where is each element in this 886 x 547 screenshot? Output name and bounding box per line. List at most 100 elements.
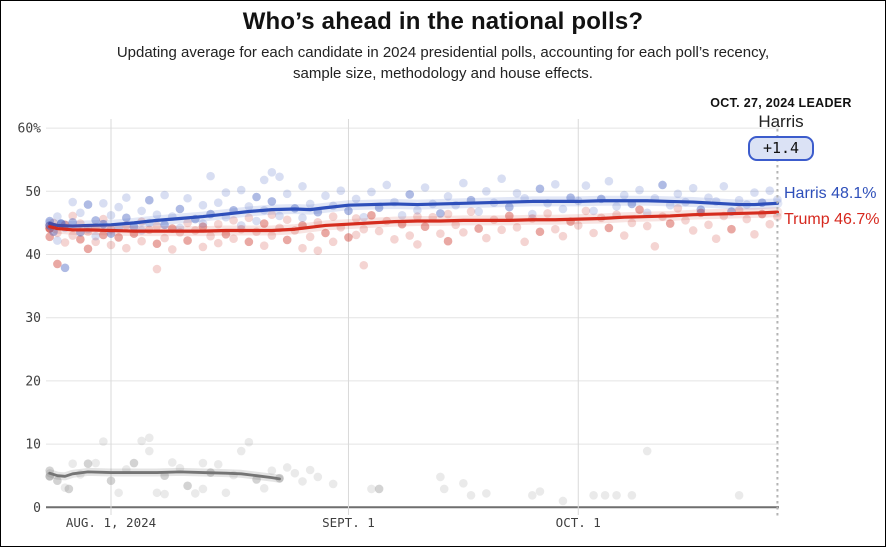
harris-poll-dot xyxy=(459,178,468,188)
harris-poll-dot xyxy=(206,171,215,181)
harris-trend-line xyxy=(48,199,780,228)
kennedy-poll-dot xyxy=(466,490,476,500)
harris-poll-dot xyxy=(535,184,545,194)
trump-poll-dot xyxy=(206,231,215,241)
leader-block: OCT. 27, 2024 LEADER Harris +1.4 xyxy=(695,96,867,161)
harris-poll-dot xyxy=(267,197,277,206)
kennedy-poll-dot xyxy=(558,496,568,506)
kennedy-poll-dot xyxy=(328,479,338,489)
kennedy-poll-dot xyxy=(53,476,62,486)
trump-poll-dot xyxy=(229,216,238,225)
harris-poll-dot xyxy=(183,193,192,203)
trump-poll-dot xyxy=(665,219,675,228)
trump-poll-dot xyxy=(512,223,522,232)
kennedy-poll-dot xyxy=(221,488,231,498)
trump-poll-dot xyxy=(543,209,552,218)
harris-poll-dot xyxy=(114,202,123,212)
kennedy-poll-dot xyxy=(298,477,307,486)
trump-poll-dot xyxy=(650,241,660,251)
kennedy-poll-dot xyxy=(436,472,445,482)
harris-poll-dot xyxy=(221,188,231,197)
trump-poll-dot xyxy=(443,209,453,219)
trump-poll-dot xyxy=(91,237,100,247)
kennedy-poll-dot xyxy=(642,446,652,456)
kennedy-poll-dot xyxy=(152,488,162,498)
trump-poll-dot xyxy=(535,227,545,237)
trump-poll-dot xyxy=(374,226,384,236)
harris-poll-dot xyxy=(198,200,208,210)
harris-poll-dot xyxy=(91,216,100,225)
harris-poll-dot xyxy=(160,220,169,230)
trump-poll-dot xyxy=(344,233,353,242)
harris-poll-dot xyxy=(106,211,116,220)
kennedy-poll-dot xyxy=(183,481,192,491)
trump-poll-dot xyxy=(405,231,415,240)
leader-date-label: OCT. 27, 2024 LEADER xyxy=(710,96,852,110)
harris-poll-dot xyxy=(619,190,629,200)
harris-poll-dot xyxy=(658,180,667,190)
trump-endpoint-label: Trump 46.7% xyxy=(784,211,880,228)
kennedy-poll-dot xyxy=(439,484,449,494)
harris-poll-dot xyxy=(474,207,483,216)
trump-poll-dot xyxy=(773,212,782,221)
trump-poll-dot xyxy=(688,226,698,235)
kennedy-poll-dot xyxy=(114,488,123,498)
trump-poll-dot xyxy=(390,235,399,244)
kennedy-poll-dot xyxy=(374,484,384,494)
harris-poll-dot xyxy=(719,181,729,191)
harris-poll-dot xyxy=(497,174,506,183)
harris-poll-dot xyxy=(367,187,376,197)
trump-poll-dot xyxy=(436,229,445,238)
x-axis-tick-label: SEPT. 1 xyxy=(322,515,375,530)
harris-poll-dot xyxy=(160,190,169,200)
harris-poll-dot xyxy=(252,192,261,202)
harris-poll-dot xyxy=(275,211,284,221)
harris-poll-dot xyxy=(137,206,146,216)
harris-poll-dot xyxy=(53,236,62,245)
trump-poll-dot xyxy=(550,224,560,234)
harris-poll-dot xyxy=(236,221,246,230)
y-axis-tick-label: 0 xyxy=(33,501,41,516)
harris-endpoint-label: Harris 48.1% xyxy=(784,185,877,202)
trump-poll-dot xyxy=(589,228,598,238)
subtitle-line-2: sample size, methodology and house effec… xyxy=(293,65,593,82)
trump-poll-dot xyxy=(604,223,614,233)
trump-trend-line xyxy=(48,210,780,233)
harris-poll-dot xyxy=(604,176,614,186)
trump-poll-dot xyxy=(466,207,476,216)
harris-poll-dot xyxy=(298,181,307,191)
y-axis-tick-label: 40 xyxy=(25,248,41,263)
harris-poll-dot xyxy=(145,195,154,205)
trump-poll-dot xyxy=(68,211,77,221)
y-axis-tick-label: 50 xyxy=(25,185,41,200)
harris-poll-dot xyxy=(635,185,644,195)
kennedy-poll-dot xyxy=(282,463,292,472)
harris-poll-dot xyxy=(413,205,422,215)
kennedy-poll-dot xyxy=(99,437,108,446)
kennedy-poll-dot xyxy=(145,433,154,443)
trump-poll-dot xyxy=(750,229,759,239)
harris-poll-dot xyxy=(673,189,683,199)
trump-poll-dot xyxy=(114,233,123,242)
kennedy-poll-dot xyxy=(244,437,254,447)
harris-poll-dot xyxy=(566,193,575,202)
trump-poll-dot xyxy=(727,224,736,234)
trump-poll-dot xyxy=(497,225,506,235)
trump-poll-dot xyxy=(229,234,238,243)
trump-poll-dot xyxy=(413,240,422,249)
trump-poll-dot xyxy=(53,259,62,269)
trump-poll-dot xyxy=(267,210,277,219)
harris-poll-dot xyxy=(750,188,759,197)
kennedy-poll-dot xyxy=(190,489,200,498)
trump-poll-dot xyxy=(581,206,591,216)
kennedy-poll-dot xyxy=(160,489,169,499)
kennedy-poll-dot xyxy=(528,490,537,500)
harris-poll-dot xyxy=(152,210,162,219)
trump-poll-dot xyxy=(321,228,330,238)
trump-poll-dot xyxy=(244,237,254,247)
trump-poll-dot xyxy=(259,219,269,228)
trump-poll-dot xyxy=(83,244,93,254)
trump-poll-dot xyxy=(282,235,292,245)
kennedy-poll-dot xyxy=(290,468,300,478)
